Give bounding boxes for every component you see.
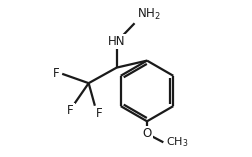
Text: CH$_3$: CH$_3$: [167, 135, 189, 149]
Text: F: F: [53, 67, 60, 80]
Text: O: O: [142, 127, 152, 140]
Text: F: F: [67, 104, 74, 117]
Text: HN: HN: [108, 35, 125, 48]
Text: F: F: [96, 106, 102, 119]
Text: NH$_2$: NH$_2$: [137, 7, 161, 22]
